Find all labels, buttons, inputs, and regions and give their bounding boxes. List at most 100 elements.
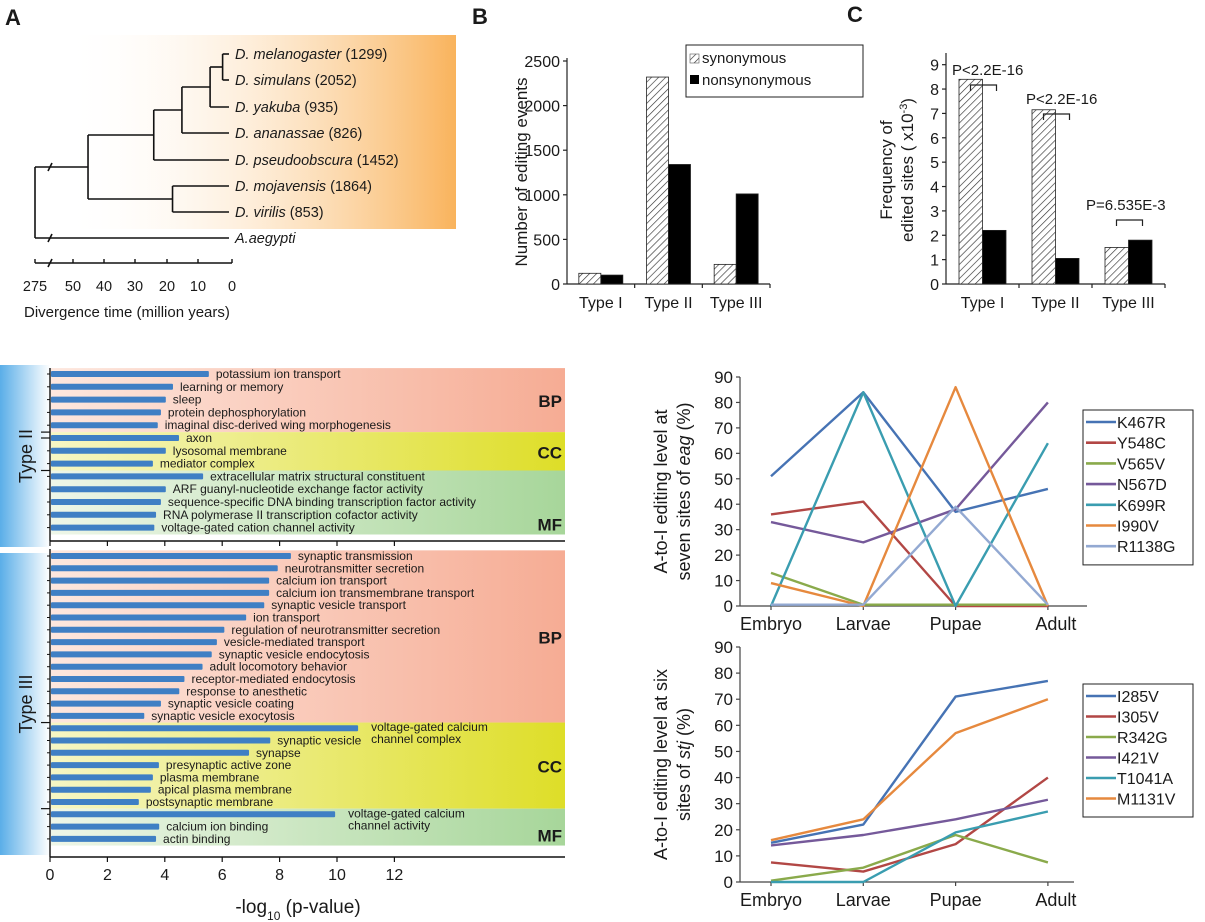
species-name: D. simulans — [235, 73, 315, 89]
term-bar — [51, 762, 159, 769]
x-tick-label: 6 — [218, 867, 227, 884]
species-label: D. ananassae (826) — [235, 126, 362, 142]
significance-bracket — [969, 84, 998, 91]
x-tick-label: 8 — [275, 867, 284, 884]
bar-nonsynonymous-type-ii — [1055, 258, 1080, 285]
term-label: receptor-mediated endocytosis — [191, 672, 355, 686]
term-label: synaptic vesicle exocytosis — [151, 709, 294, 723]
y-tick-label: 3 — [930, 204, 939, 221]
y-axis-title-part: (%) — [674, 708, 694, 741]
species-name: D. virilis — [235, 205, 290, 221]
x-tick-label: Adult — [1035, 614, 1076, 634]
y-tick-label: 40 — [714, 769, 733, 788]
term-bar — [51, 553, 291, 559]
term-label: adult locomotory behavior — [210, 660, 347, 674]
term-bar — [51, 811, 336, 818]
legend-label-i285v: I285V — [1117, 689, 1159, 706]
group-label: Type II — [16, 429, 36, 483]
series-line-y548c — [770, 500, 1048, 608]
y-tick-label: 0 — [551, 277, 560, 294]
species-label: D. melanogaster (1299) — [235, 47, 387, 63]
x-tick-label: 4 — [160, 867, 169, 884]
y-tick-label: 0 — [930, 277, 939, 294]
term-label: synaptic vesicle coating — [168, 697, 294, 711]
term-bar — [51, 688, 180, 695]
legend-swatch-synonymous — [689, 53, 700, 64]
term-bar — [51, 511, 157, 518]
series-line-n567d — [770, 401, 1049, 544]
bar-synonymous-type-i — [958, 78, 983, 285]
term-label: synaptic vesicle endocytosis — [219, 647, 370, 661]
y-tick-label: 10 — [714, 847, 733, 866]
y-tick-label: 30 — [714, 521, 733, 540]
y-tick-label: 9 — [930, 58, 939, 75]
term-bar — [51, 486, 166, 493]
y-tick-label: 2500 — [524, 54, 560, 71]
species-name: D. yakuba — [235, 100, 304, 116]
y-axis-title-line2: sites of stj (%) — [674, 708, 694, 821]
term-bar — [51, 626, 225, 633]
y-tick-label: 80 — [714, 664, 733, 683]
y-axis-title-part: seven sites of — [674, 465, 694, 580]
bar-synonymous-type-ii — [646, 76, 669, 285]
y-tick-label: 40 — [714, 495, 733, 514]
term-label: calcium ion transmembrane transport — [276, 586, 475, 600]
term-label: ARF guanyl-nucleotide exchange factor ac… — [173, 482, 423, 496]
series-line-r1138g — [771, 505, 1049, 606]
p-value-annotation: P<2.2E-16 — [952, 62, 1023, 79]
bar-synonymous-type-iii — [713, 263, 737, 285]
x-tick-label: Type III — [710, 295, 762, 312]
y-axis-title-line1: A-to-I editing level at six — [651, 669, 671, 860]
species-name: D. pseudoobscura — [235, 153, 357, 169]
term-bar — [51, 823, 160, 830]
y-tick-label: 2000 — [524, 99, 560, 116]
legend-label-y548c: Y548C — [1117, 436, 1166, 453]
legend-label-k699r: K699R — [1117, 498, 1166, 515]
panel-label-a: A — [5, 5, 21, 30]
x-axis-title-part: 10 — [267, 909, 281, 922]
y-tick-label: 30 — [714, 795, 733, 814]
y-axis-title-line2: seven sites of eag (%) — [674, 402, 694, 580]
x-tick-label: 2 — [103, 867, 112, 884]
term-bar — [51, 447, 166, 454]
term-label: plasma membrane — [160, 770, 260, 784]
time-axis-tick-label: 30 — [127, 279, 143, 295]
term-bar — [51, 712, 145, 719]
x-axis-title: -log10 (p-value) — [235, 897, 360, 922]
go-group-type-ii: Type II BP potassium ion transportlearning… — [0, 365, 565, 547]
y-tick-label: 10 — [714, 572, 733, 591]
term-label: lysosomal membrane — [173, 444, 287, 458]
y-tick-label: 20 — [714, 546, 733, 565]
term-label: synapse — [256, 746, 301, 760]
term-bar — [51, 663, 203, 670]
term-label: potassium ion transport — [216, 367, 341, 381]
editing-site-count: (826) — [329, 126, 363, 142]
term-label: ion transport — [253, 611, 320, 625]
term-bar — [51, 639, 217, 646]
term-label: actin binding — [163, 832, 230, 846]
term-bar — [51, 524, 155, 531]
bar-nonsynonymous-type-i — [600, 274, 624, 285]
y-axis-title-line1: A-to-I editing level at — [651, 409, 671, 573]
y-tick-label: 50 — [714, 742, 733, 761]
term-label: imaginal disc-derived wing morphogenesis — [165, 418, 391, 432]
legend-box — [1082, 683, 1194, 818]
x-tick-label: Embryo — [740, 890, 802, 910]
x-tick-label: Type II — [1031, 295, 1079, 312]
legend-label-v565v: V565V — [1117, 456, 1165, 473]
term-bar — [51, 676, 185, 682]
p-value-annotation: P=6.535E-3 — [1086, 197, 1166, 214]
term-label: calcium ion transport — [276, 574, 387, 588]
term-bar — [51, 799, 139, 805]
term-bar — [51, 774, 153, 781]
legend-label-nonsynonymous: nonsynonymous — [702, 72, 811, 89]
bar-synonymous-type-i — [578, 272, 602, 285]
term-label: extracellular matrix structural constitu… — [210, 469, 425, 483]
term-label: sleep — [173, 393, 202, 407]
term-bar — [51, 460, 153, 467]
species-name: D. ananassae — [235, 126, 329, 142]
term-label: voltage-gated calcium — [371, 720, 488, 734]
editing-site-count: (2052) — [315, 73, 357, 89]
x-tick-label: Type I — [579, 295, 623, 312]
